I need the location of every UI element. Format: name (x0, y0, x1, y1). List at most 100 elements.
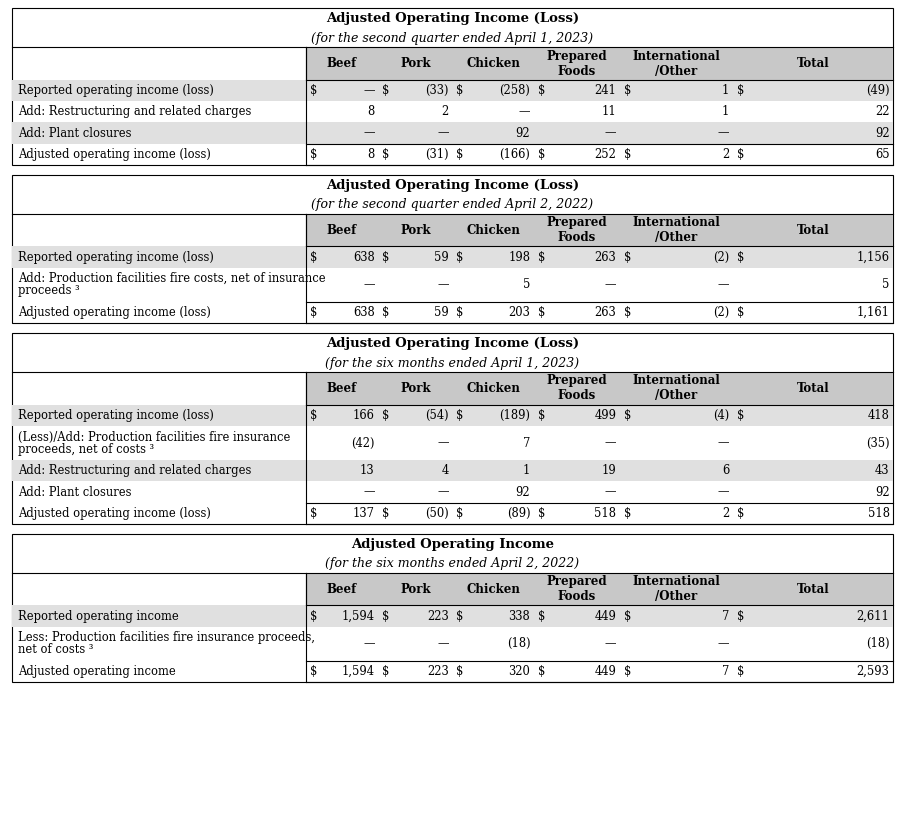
Text: $: $ (538, 409, 545, 422)
Text: —: — (363, 126, 375, 140)
Text: (2): (2) (713, 306, 729, 319)
Text: (Less)/Add: Production facilities fire insurance: (Less)/Add: Production facilities fire i… (18, 431, 291, 443)
Text: 22: 22 (875, 105, 890, 118)
Text: Adjusted Operating Income (Loss): Adjusted Operating Income (Loss) (326, 179, 579, 192)
Text: Prepared
Foods: Prepared Foods (547, 575, 607, 603)
Bar (12, 80, 893, 101)
Text: $: $ (456, 409, 463, 422)
Text: $: $ (382, 148, 389, 161)
Text: 449: 449 (595, 665, 616, 678)
Text: 518: 518 (868, 507, 890, 520)
Text: Beef: Beef (327, 57, 357, 70)
Text: —: — (605, 437, 616, 450)
Text: Beef: Beef (327, 583, 357, 596)
Text: 198: 198 (509, 251, 530, 264)
Text: Prepared
Foods: Prepared Foods (547, 216, 607, 244)
Text: (166): (166) (500, 148, 530, 161)
Text: Chicken: Chicken (466, 583, 520, 596)
Text: (for the six months ended April 1, 2023): (for the six months ended April 1, 2023) (326, 357, 579, 370)
Text: International
/Other: International /Other (633, 216, 720, 244)
Text: 65: 65 (875, 148, 890, 161)
Text: International
/Other: International /Other (633, 375, 720, 402)
Text: Adjusted Operating Income: Adjusted Operating Income (351, 538, 554, 551)
Text: (42): (42) (351, 437, 375, 450)
Text: Adjusted operating income (loss): Adjusted operating income (loss) (18, 148, 211, 161)
Text: $: $ (624, 665, 631, 678)
Text: 6: 6 (722, 464, 729, 477)
Text: $: $ (310, 251, 317, 264)
Text: Beef: Beef (327, 382, 357, 395)
Text: —: — (437, 637, 449, 650)
Text: Prepared
Foods: Prepared Foods (547, 375, 607, 402)
Bar (306, 573, 893, 605)
Text: Add: Restructuring and related charges: Add: Restructuring and related charges (18, 105, 252, 118)
Text: $: $ (310, 665, 317, 678)
Text: $: $ (538, 610, 545, 623)
Bar (12, 534, 893, 682)
Text: Prepared
Foods: Prepared Foods (547, 50, 607, 78)
Text: Add: Plant closures: Add: Plant closures (18, 486, 131, 499)
Text: (54): (54) (425, 409, 449, 422)
Text: Total: Total (796, 224, 830, 237)
Text: 1: 1 (722, 105, 729, 118)
Bar (306, 214, 893, 246)
Text: 92: 92 (875, 486, 890, 499)
Text: Adjusted operating income (loss): Adjusted operating income (loss) (18, 507, 211, 520)
Text: 43: 43 (875, 464, 890, 477)
Text: —: — (437, 486, 449, 499)
Text: —: — (718, 437, 729, 450)
Text: (for the second quarter ended April 2, 2022): (for the second quarter ended April 2, 2… (311, 198, 594, 211)
Text: Reported operating income (loss): Reported operating income (loss) (18, 409, 214, 422)
Bar (12, 8, 893, 165)
Text: —: — (605, 278, 616, 291)
Text: $: $ (382, 306, 389, 319)
Text: (49): (49) (866, 84, 890, 97)
Text: 7: 7 (523, 437, 530, 450)
Text: —: — (363, 637, 375, 650)
Text: Add: Restructuring and related charges: Add: Restructuring and related charges (18, 464, 252, 477)
Text: —: — (363, 84, 375, 97)
Bar (306, 47, 893, 80)
Text: $: $ (737, 507, 744, 520)
Text: —: — (437, 278, 449, 291)
Text: 1,156: 1,156 (857, 251, 890, 264)
Text: 7: 7 (722, 665, 729, 678)
Text: Chicken: Chicken (466, 57, 520, 70)
Text: (18): (18) (866, 637, 890, 650)
Bar (12, 333, 893, 524)
Text: $: $ (382, 610, 389, 623)
Text: 19: 19 (602, 464, 616, 477)
Text: Reported operating income: Reported operating income (18, 610, 179, 623)
Text: proceeds ³: proceeds ³ (18, 285, 80, 297)
Text: $: $ (456, 610, 463, 623)
Text: (50): (50) (425, 507, 449, 520)
Text: Pork: Pork (400, 583, 431, 596)
Text: 203: 203 (509, 306, 530, 319)
Text: Adjusted operating income (loss): Adjusted operating income (loss) (18, 306, 211, 319)
Text: 7: 7 (722, 610, 729, 623)
Text: $: $ (624, 610, 631, 623)
Text: $: $ (538, 306, 545, 319)
Text: Pork: Pork (400, 382, 431, 395)
Text: Adjusted Operating Income (Loss): Adjusted Operating Income (Loss) (326, 12, 579, 25)
Text: 8: 8 (367, 148, 375, 161)
Text: $: $ (382, 84, 389, 97)
Text: 449: 449 (595, 610, 616, 623)
Text: $: $ (310, 84, 317, 97)
Text: 518: 518 (595, 507, 616, 520)
Text: 1,594: 1,594 (342, 610, 375, 623)
Text: $: $ (456, 148, 463, 161)
Text: —: — (519, 105, 530, 118)
Text: $: $ (624, 148, 631, 161)
Text: (2): (2) (713, 251, 729, 264)
Text: $: $ (624, 84, 631, 97)
Text: $: $ (310, 507, 317, 520)
Text: Total: Total (796, 57, 830, 70)
Text: 5: 5 (523, 278, 530, 291)
Text: 59: 59 (434, 251, 449, 264)
Text: $: $ (538, 665, 545, 678)
Text: 263: 263 (595, 306, 616, 319)
Text: 2,593: 2,593 (857, 665, 890, 678)
Text: $: $ (737, 306, 744, 319)
Text: Beef: Beef (327, 224, 357, 237)
